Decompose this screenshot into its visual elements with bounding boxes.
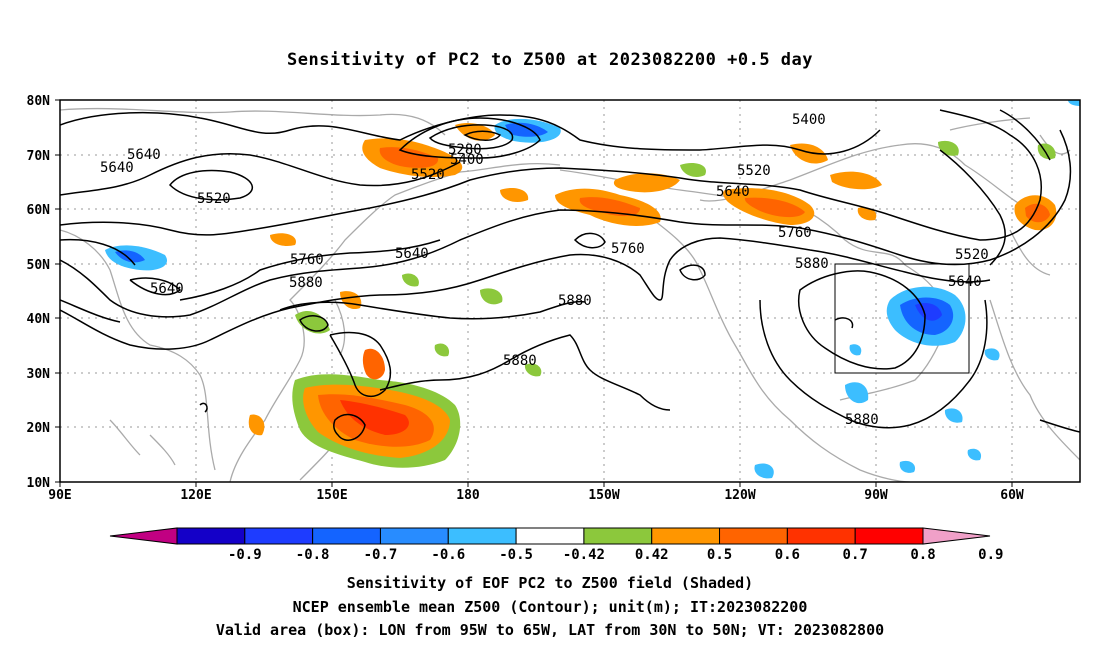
colorbar-label: -0.8: [296, 547, 330, 563]
contour-label: 5880: [558, 293, 592, 309]
z500-contours: [60, 109, 1080, 441]
colorbar: -0.9 -0.8 -0.7 -0.6 -0.5 -0.42 0.42 0.5 0.6 0.7 0.…: [109, 527, 1003, 563]
contour-label: 5400: [450, 152, 484, 168]
contour-label: 5520: [737, 163, 771, 179]
colorbar-swatch: [786, 527, 856, 545]
lat-label: 80N: [27, 94, 51, 109]
contour-label: 5760: [611, 241, 645, 257]
colorbar-swatch: [583, 527, 653, 545]
colorbar-swatch: [854, 527, 924, 545]
contour-label: 5880: [795, 256, 829, 272]
coastlines: [60, 107, 1080, 482]
lon-label: 180: [456, 488, 480, 503]
lat-label: 10N: [27, 476, 51, 491]
contour-labels: 5640 5640 5520 5280 5400 5520 5400 5520 …: [100, 112, 989, 428]
gridlines: [60, 100, 1080, 482]
colorbar-label: -0.6: [431, 547, 465, 563]
lat-label: 20N: [27, 421, 51, 436]
colorbar-label: -0.7: [364, 547, 398, 563]
lat-label: 40N: [27, 312, 51, 327]
colorbar-swatch: [651, 527, 721, 545]
lat-label: 30N: [27, 367, 51, 382]
lon-label: 60W: [1000, 488, 1024, 503]
colorbar-arrow-high: [922, 527, 991, 545]
lat-label: 70N: [27, 149, 51, 164]
colorbar-label: 0.9: [978, 547, 1003, 563]
colorbar-label: -0.5: [499, 547, 533, 563]
colorbar-label: 0.42: [635, 547, 669, 563]
negative-sensitivity-shading: [105, 100, 1080, 479]
colorbar-label: 0.5: [707, 547, 732, 563]
colorbar-label: -0.42: [563, 547, 605, 563]
colorbar-swatch: [719, 527, 788, 545]
contour-label: 5880: [845, 412, 879, 428]
colorbar-swatch: [447, 527, 517, 545]
valid-area-box: [834, 263, 970, 374]
lon-label: 90W: [864, 488, 888, 503]
lon-label: 120E: [180, 488, 211, 503]
contour-label: 5640: [127, 147, 161, 163]
lon-label: 90E: [48, 488, 71, 503]
contour-label: 5640: [100, 160, 134, 176]
colorbar-label: 0.7: [843, 547, 868, 563]
colorbar-swatch: [176, 527, 246, 545]
contour-label: 5520: [955, 247, 989, 263]
caption-valid-area: Valid area (box): LON from 95W to 65W, L…: [215, 621, 885, 639]
caption-contour: NCEP ensemble mean Z500 (Contour); unit(…: [292, 598, 808, 616]
colorbar-swatch: [379, 527, 449, 545]
contour-label: 5880: [503, 353, 537, 369]
colorbar-label: -0.9: [228, 547, 262, 563]
colorbar-label: 0.8: [910, 547, 935, 563]
contour-label: 5640: [948, 274, 982, 290]
contour-label: 5880: [289, 275, 323, 291]
contour-label: 5520: [197, 191, 231, 207]
contour-label: 5280: [448, 142, 482, 158]
lon-label: 150W: [588, 488, 619, 503]
colorbar-swatch: [515, 527, 585, 545]
caption-shaded: Sensitivity of EOF PC2 to Z500 field (Sh…: [346, 574, 754, 592]
contour-label: 5400: [792, 112, 826, 128]
latitude-labels: 80N 70N 60N 50N 40N 30N 20N 10N: [27, 94, 51, 491]
axis-ticks: [55, 99, 1013, 487]
colorbar-arrow-low: [109, 527, 178, 545]
longitude-labels: 90E 120E 150E 180 150W 120W 90W 60W: [48, 488, 1024, 503]
contour-label: 5640: [395, 246, 429, 262]
contour-label: 5640: [716, 184, 750, 200]
lat-label: 60N: [27, 203, 51, 218]
lon-label: 120W: [724, 488, 755, 503]
colorbar-swatch: [244, 527, 314, 545]
contour-label: 5760: [290, 252, 324, 268]
colorbar-label: 0.6: [775, 547, 800, 563]
lat-label: 50N: [27, 258, 51, 273]
plot-frame: [59, 99, 1081, 483]
lon-label: 150E: [316, 488, 347, 503]
colorbar-swatch: [312, 527, 381, 545]
contour-label: 5760: [778, 225, 812, 241]
map-title: Sensitivity of PC2 to Z500 at 2023082200…: [286, 50, 813, 70]
contour-label: 5520: [411, 167, 445, 183]
positive-sensitivity-shading: [248, 123, 1057, 468]
contour-label: 5640: [150, 281, 184, 297]
